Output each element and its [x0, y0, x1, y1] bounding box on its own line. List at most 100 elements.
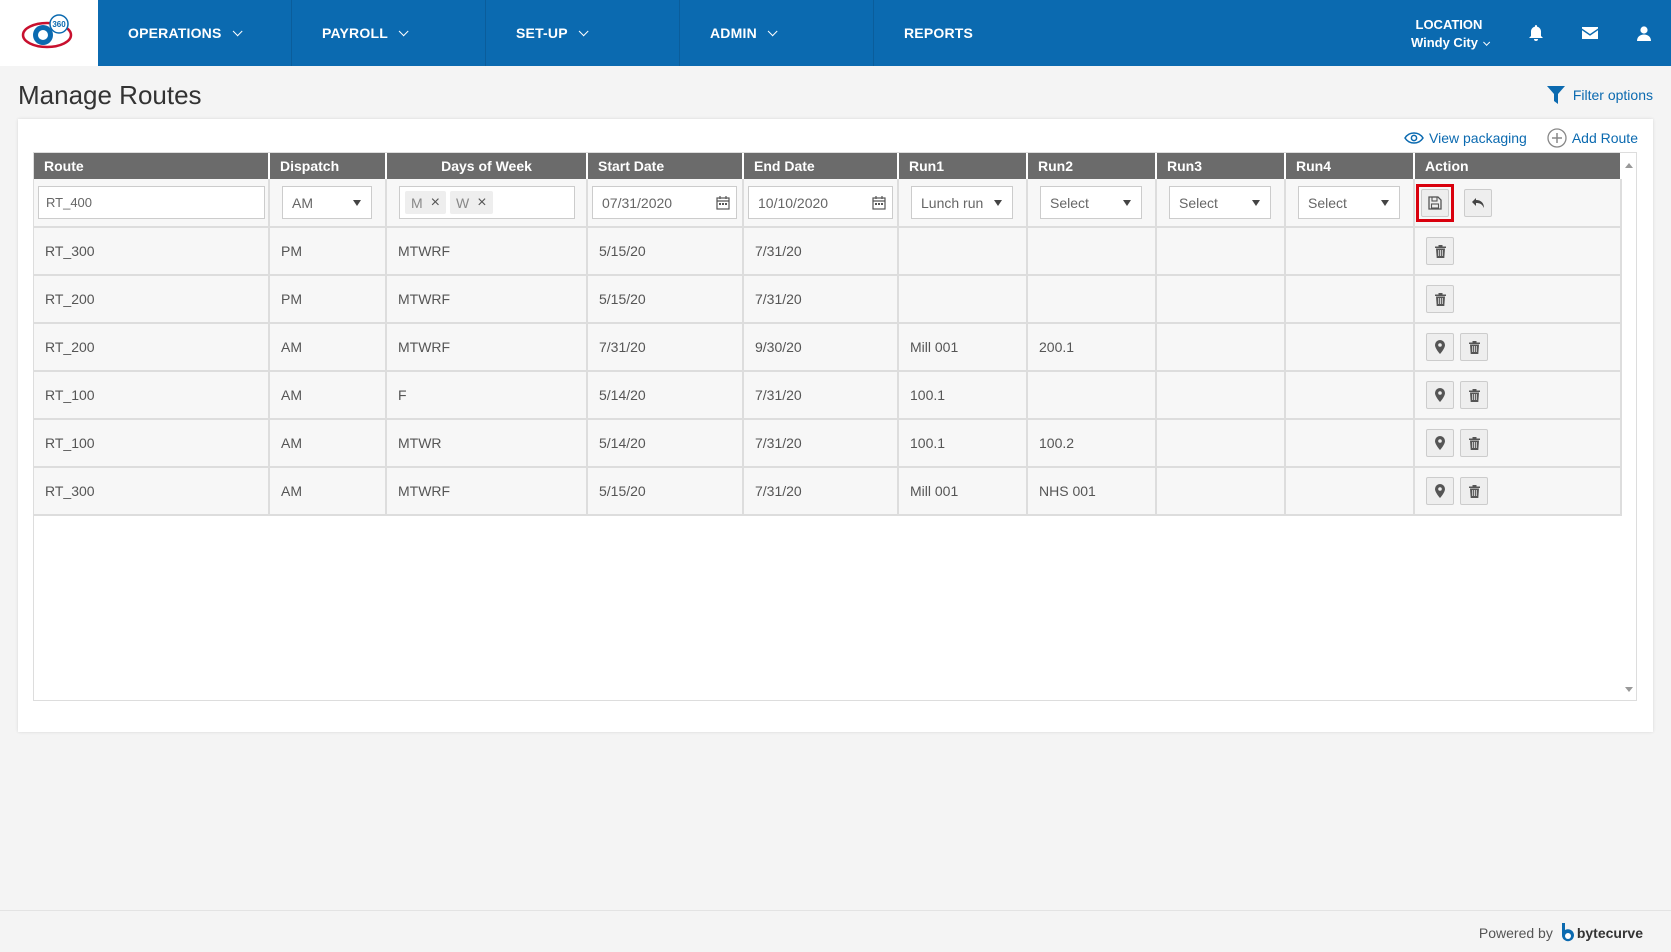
table-row[interactable]: RT_300 PM MTWRF 5/15/20 7/31/20	[34, 227, 1622, 276]
column-header[interactable]: Run1	[898, 153, 1028, 179]
nav-reports[interactable]: REPORTS	[874, 0, 1068, 66]
cell-run2: NHS 001	[1027, 467, 1157, 516]
undo-icon	[1471, 197, 1484, 208]
cell-run1: Mill 001	[898, 323, 1028, 372]
column-header[interactable]: Days of Week	[386, 153, 588, 179]
cell-action	[1414, 275, 1622, 324]
user-menu-button[interactable]	[1617, 0, 1671, 66]
delete-button[interactable]	[1460, 429, 1488, 457]
routes-grid: Route Dispatch Days of Week Start Date E…	[33, 152, 1637, 701]
calendar-icon[interactable]	[872, 195, 886, 210]
map-pin-icon	[1435, 436, 1445, 450]
cell-run2	[1027, 275, 1157, 324]
location-button[interactable]	[1426, 477, 1454, 505]
card-actions: View packaging Add Route	[1384, 128, 1638, 148]
calendar-icon[interactable]	[716, 195, 730, 210]
cell-days: MTWR	[386, 419, 588, 468]
cell-days: MTWRF	[386, 227, 588, 276]
save-highlight	[1416, 183, 1454, 222]
cell-route: RT_300	[34, 467, 270, 516]
messages-button[interactable]	[1563, 0, 1617, 66]
filter-icon	[1546, 86, 1565, 104]
remove-tag-icon[interactable]: ×	[430, 193, 441, 211]
scroll-up-arrow-icon[interactable]	[1625, 163, 1633, 168]
nav-setup[interactable]: SET-UP	[486, 0, 680, 66]
cell-dispatch: AM	[269, 371, 387, 420]
nav-operations[interactable]: OPERATIONS	[98, 0, 292, 66]
cell-start: 5/14/20	[587, 419, 744, 468]
end-date-input[interactable]: 10/10/2020	[748, 186, 893, 219]
nav-admin[interactable]: ADMIN	[680, 0, 874, 66]
undo-button[interactable]	[1463, 188, 1492, 217]
route-input[interactable]: RT_400	[38, 186, 265, 219]
cell-end: 7/31/20	[743, 419, 899, 468]
delete-button[interactable]	[1460, 381, 1488, 409]
day-tag: M ×	[405, 191, 447, 214]
trash-icon	[1468, 340, 1480, 354]
cell-route: RT_200	[34, 323, 270, 372]
notifications-button[interactable]	[1509, 0, 1563, 66]
run1-select[interactable]: Lunch run	[911, 186, 1013, 219]
delete-button[interactable]	[1426, 237, 1454, 265]
nav-label: PAYROLL	[322, 25, 388, 41]
caret-down-icon	[1252, 199, 1260, 206]
location-button[interactable]	[1426, 333, 1454, 361]
table-row[interactable]: RT_100 AM F 5/14/20 7/31/20 100.1	[34, 371, 1622, 420]
cell-run4	[1285, 227, 1415, 276]
chevron-down-icon	[1483, 38, 1491, 46]
filter-options-button[interactable]: Filter options	[1546, 86, 1653, 104]
nav-payroll[interactable]: PAYROLL	[292, 0, 486, 66]
column-header[interactable]: Run2	[1027, 153, 1157, 179]
column-header[interactable]: Start Date	[587, 153, 744, 179]
run2-select[interactable]: Select	[1040, 186, 1142, 219]
delete-button[interactable]	[1460, 333, 1488, 361]
table-row[interactable]: RT_300 AM MTWRF 5/15/20 7/31/20 Mill 001 NHS 0…	[34, 467, 1622, 516]
map-pin-icon	[1435, 484, 1445, 498]
chevron-down-icon	[398, 25, 409, 36]
cell-route: RT_300	[34, 227, 270, 276]
column-header[interactable]: Route	[34, 153, 270, 179]
app-logo[interactable]: 360	[0, 0, 98, 66]
save-button[interactable]	[1421, 188, 1449, 217]
table-row[interactable]: RT_100 AM MTWR 5/14/20 7/31/20 100.1 100.2	[34, 419, 1622, 468]
caret-down-icon	[994, 199, 1002, 206]
cell-action	[1414, 419, 1622, 468]
routes-card: View packaging Add Route Route Dispatch …	[18, 119, 1653, 732]
location-button[interactable]	[1426, 381, 1454, 409]
column-header: Action	[1414, 153, 1622, 179]
svg-text:360: 360	[52, 20, 66, 29]
view-packaging-link[interactable]: View packaging	[1404, 130, 1527, 146]
delete-button[interactable]	[1426, 285, 1454, 313]
column-header[interactable]: Run3	[1156, 153, 1286, 179]
trash-icon	[1434, 292, 1446, 306]
scroll-down-arrow-icon[interactable]	[1625, 687, 1633, 692]
cell-run4	[1285, 419, 1415, 468]
start-date-input[interactable]: 07/31/2020	[592, 186, 737, 219]
run1-value: Lunch run	[921, 194, 984, 211]
run3-select[interactable]: Select	[1169, 186, 1271, 219]
location-selector[interactable]: LOCATION Windy City	[1411, 17, 1491, 50]
column-header[interactable]: Dispatch	[269, 153, 387, 179]
day-tag-label: M	[411, 194, 423, 211]
bytecurve-logo: bytecurve	[1559, 923, 1643, 943]
brand-label: bytecurve	[1576, 925, 1643, 941]
trash-icon	[1434, 244, 1446, 258]
add-route-link[interactable]: Add Route	[1547, 128, 1638, 148]
cell-run2: 200.1	[1027, 323, 1157, 372]
delete-button[interactable]	[1460, 477, 1488, 505]
location-button[interactable]	[1426, 429, 1454, 457]
nav-label: OPERATIONS	[128, 25, 222, 41]
cell-days: MTWRF	[386, 467, 588, 516]
cell-action	[1414, 371, 1622, 420]
run4-select[interactable]: Select	[1298, 186, 1400, 219]
cell-run4	[1285, 275, 1415, 324]
table-row[interactable]: RT_200 PM MTWRF 5/15/20 7/31/20	[34, 275, 1622, 324]
days-multiselect[interactable]: M × W ×	[399, 186, 575, 219]
column-header[interactable]: End Date	[743, 153, 899, 179]
cell-end: 7/31/20	[743, 467, 899, 516]
dispatch-select[interactable]: AM	[282, 186, 372, 219]
caret-down-icon	[1381, 199, 1389, 206]
remove-tag-icon[interactable]: ×	[477, 193, 487, 211]
column-header[interactable]: Run4	[1285, 153, 1415, 179]
table-row[interactable]: RT_200 AM MTWRF 7/31/20 9/30/20 Mill 001 200.1	[34, 323, 1622, 372]
